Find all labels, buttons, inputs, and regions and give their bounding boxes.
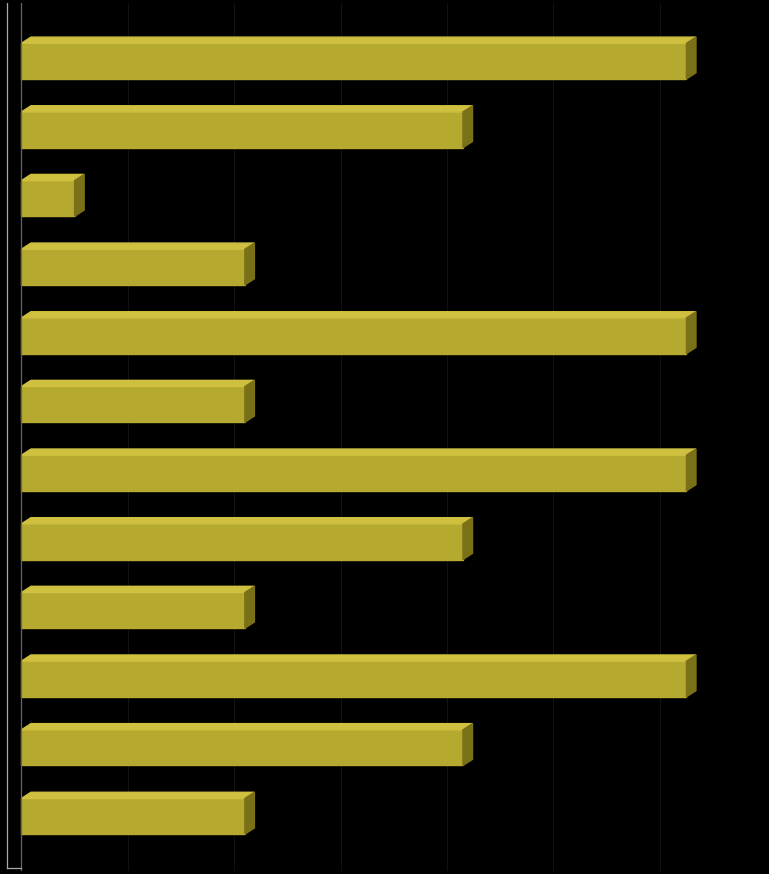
Bar xyxy=(22,455,687,491)
Bar xyxy=(22,249,245,285)
Polygon shape xyxy=(245,380,255,422)
Polygon shape xyxy=(463,517,472,559)
Polygon shape xyxy=(22,175,84,181)
Bar xyxy=(22,524,463,559)
Polygon shape xyxy=(22,449,696,455)
Polygon shape xyxy=(687,37,696,79)
Polygon shape xyxy=(22,243,255,249)
Bar xyxy=(22,44,687,79)
Polygon shape xyxy=(22,380,255,386)
Polygon shape xyxy=(687,449,696,491)
Polygon shape xyxy=(75,175,84,216)
Polygon shape xyxy=(22,655,696,661)
Polygon shape xyxy=(22,586,255,593)
Bar xyxy=(22,112,463,148)
Polygon shape xyxy=(22,37,696,44)
Polygon shape xyxy=(463,724,472,766)
Bar xyxy=(22,661,687,697)
Polygon shape xyxy=(463,106,472,148)
Polygon shape xyxy=(22,106,472,112)
Polygon shape xyxy=(22,517,472,524)
Polygon shape xyxy=(22,724,472,730)
Bar xyxy=(22,799,245,834)
Bar xyxy=(22,730,463,766)
Polygon shape xyxy=(22,792,255,799)
Polygon shape xyxy=(245,243,255,285)
Polygon shape xyxy=(687,655,696,697)
Polygon shape xyxy=(687,312,696,354)
Polygon shape xyxy=(22,312,696,318)
Polygon shape xyxy=(245,792,255,834)
Bar xyxy=(22,318,687,354)
Bar xyxy=(22,593,245,628)
Bar xyxy=(22,386,245,422)
Polygon shape xyxy=(245,586,255,628)
Bar xyxy=(22,181,75,216)
